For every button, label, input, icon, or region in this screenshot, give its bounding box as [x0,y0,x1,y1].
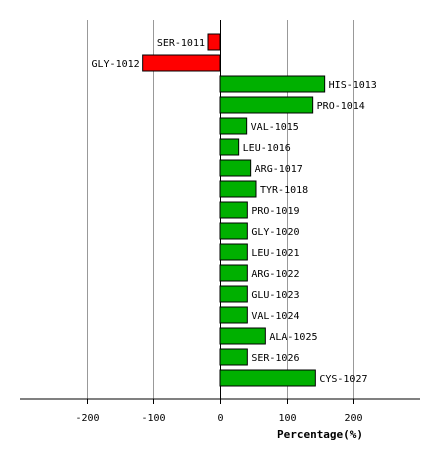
bar-label: SER-1011 [157,38,205,49]
x-axis-label: Percentage(%) [277,428,363,441]
x-ticks-group: -200 -100 0 100 200 [75,399,363,424]
bar-ser-1011 [207,33,221,51]
bar-label: VAL-1015 [251,122,299,133]
bar-label: CYS-1027 [319,374,367,385]
x-tick-label: 100 [278,413,296,424]
bar-ala-1025 [219,327,266,345]
bar-label: ARG-1017 [255,164,303,175]
x-tick-label: 200 [344,413,362,424]
bar-label: SER-1026 [251,353,299,364]
bar-label: GLU-1023 [251,290,299,301]
bar-ser-1026 [219,348,248,366]
bar-pro-1019 [219,201,248,219]
bars-group [142,33,326,387]
bar-gly-1020 [219,222,248,240]
x-tick-label: -200 [75,413,99,424]
bar-label: PRO-1019 [251,206,299,217]
bar-label: GLY-1020 [251,227,299,238]
bar-labels-group: SER-1011 GLY-1012 HIS-1013 PRO-1014 VAL-1015… [91,38,376,385]
bar-his-1013 [219,75,326,93]
bar-val-1024 [219,306,248,324]
bar-label: GLY-1012 [91,59,139,70]
x-tick-label: -100 [141,413,165,424]
bar-label: ALA-1025 [269,332,317,343]
bar-pro-1014 [219,96,314,114]
bar-label: LEU-1016 [243,143,291,154]
bar-cys-1027 [219,369,316,387]
bar-glu-1023 [219,285,248,303]
x-tick-label: 0 [217,413,223,424]
bar-arg-1017 [219,159,252,177]
bar-gly-1012 [142,54,221,72]
bar-tyr-1018 [219,180,257,198]
bar-label: HIS-1013 [329,80,377,91]
bar-label: TYR-1018 [260,185,308,196]
bar-leu-1021 [219,243,248,261]
bar-label: VAL-1024 [251,311,299,322]
bar-label: LEU-1021 [251,248,299,259]
bar-label: ARG-1022 [251,269,299,280]
bar-label: PRO-1014 [317,101,365,112]
bar-leu-1016 [219,138,240,156]
bar-val-1015 [219,117,248,135]
bar-arg-1022 [219,264,248,282]
